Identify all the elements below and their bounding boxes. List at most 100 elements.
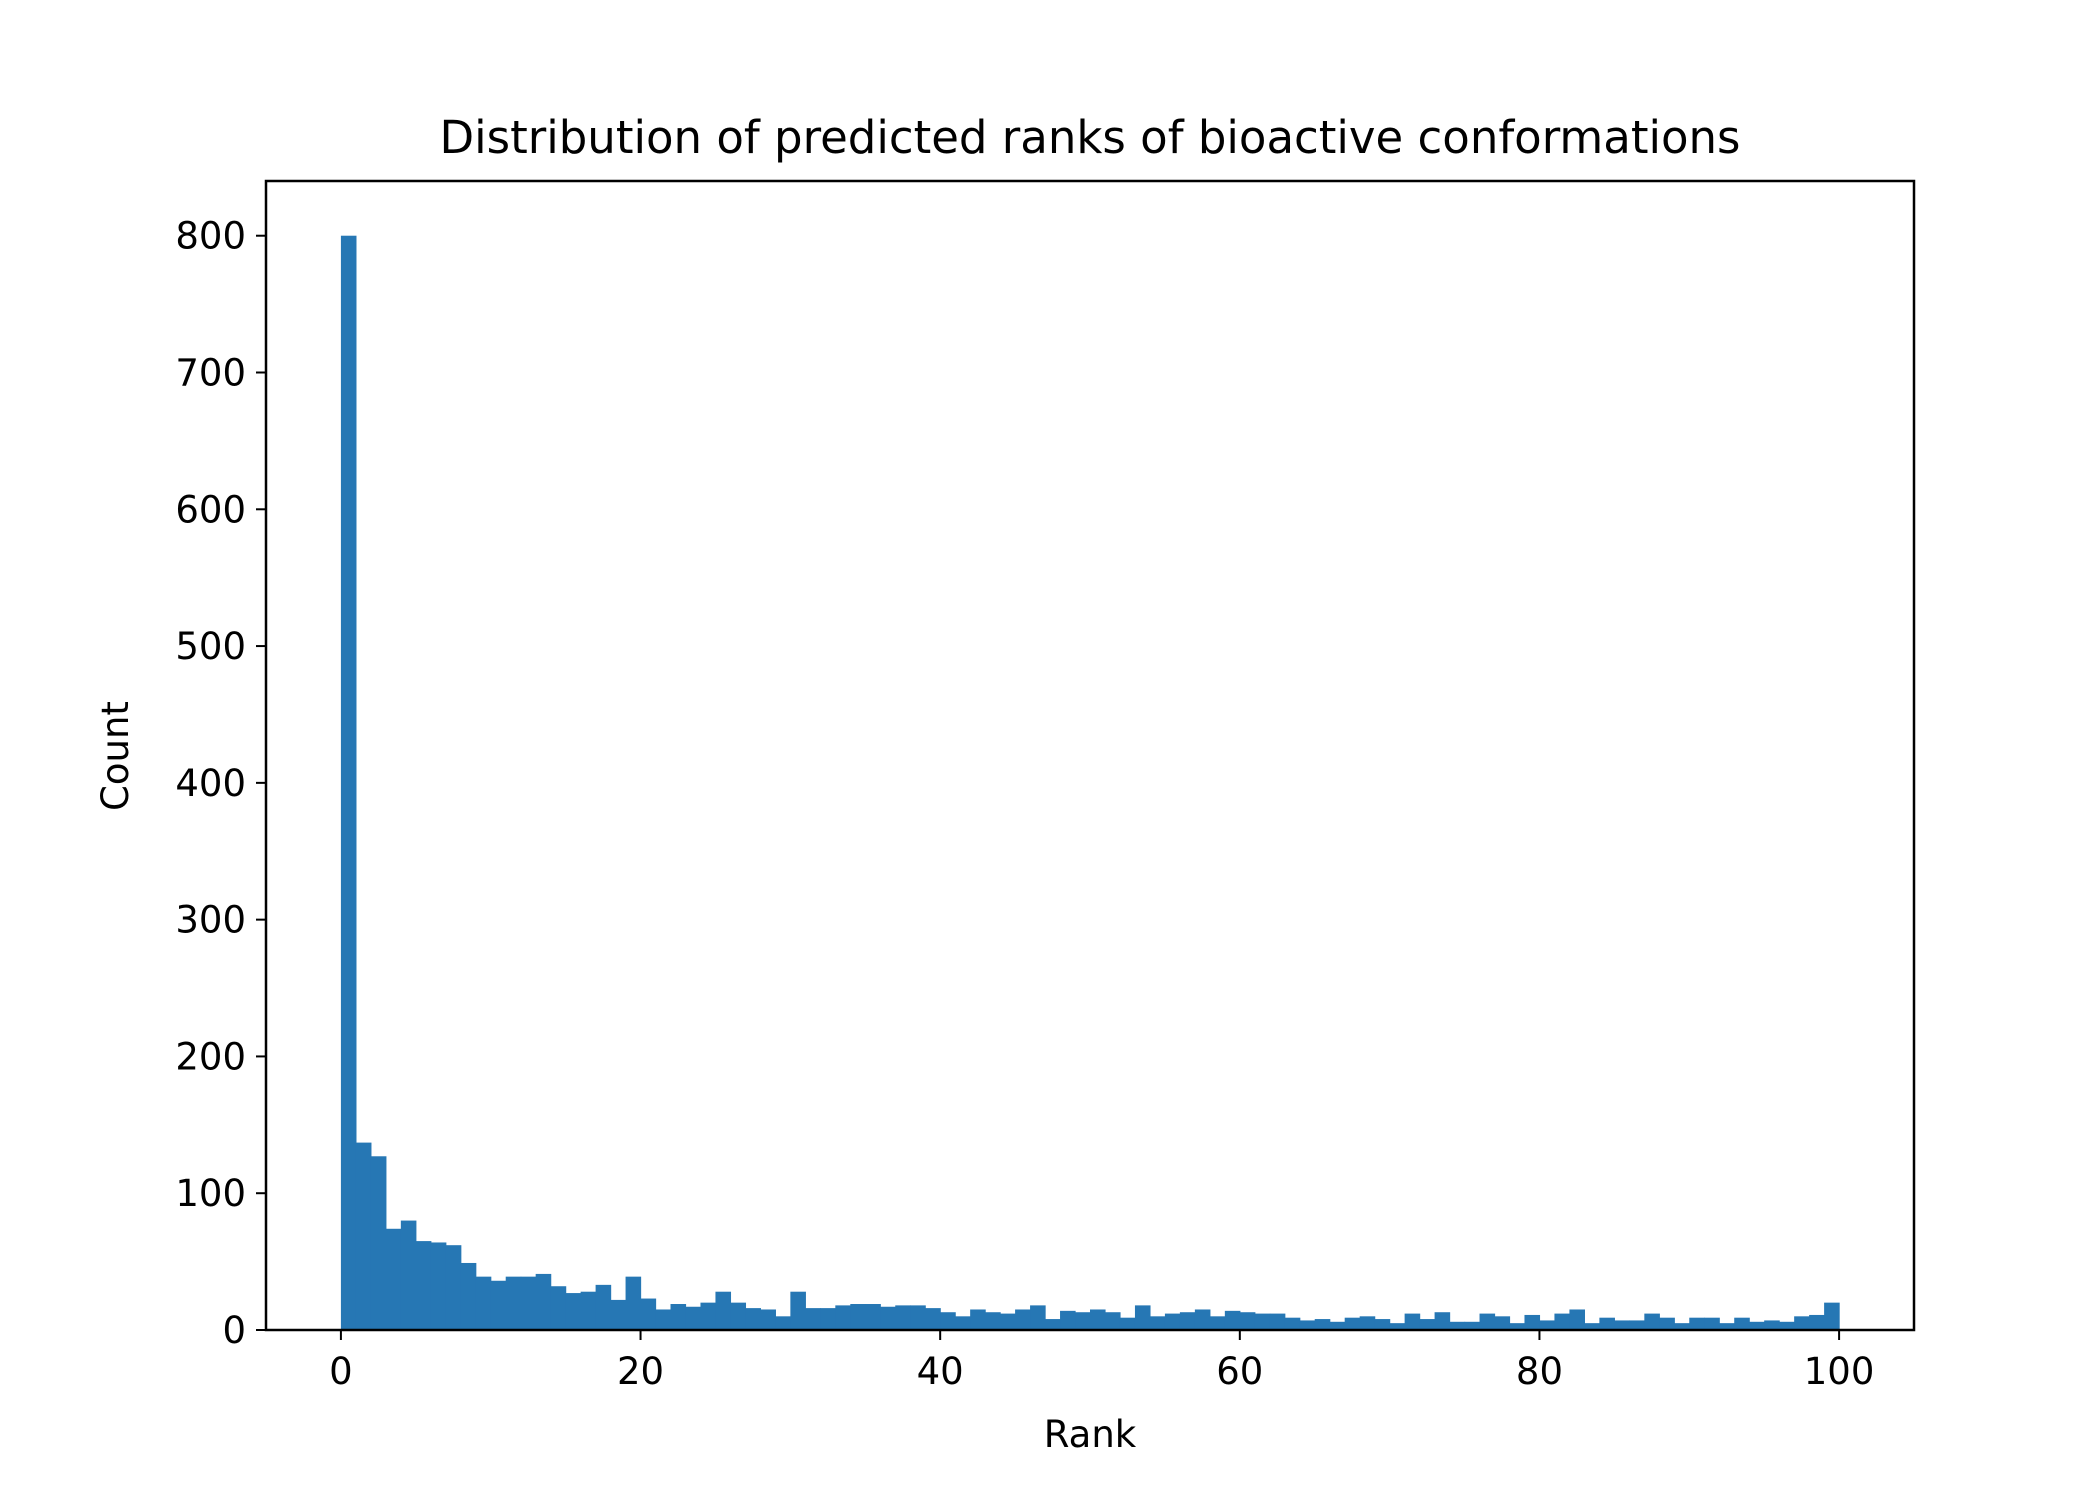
histogram-bar bbox=[715, 1291, 732, 1330]
histogram-bar bbox=[1434, 1312, 1451, 1330]
histogram-bar bbox=[340, 235, 357, 1331]
histogram-bar bbox=[445, 1245, 462, 1330]
histogram-bar bbox=[1824, 1302, 1840, 1330]
y-tick-label: 200 bbox=[175, 1035, 246, 1078]
histogram-bar bbox=[730, 1302, 747, 1330]
histogram-bar bbox=[1809, 1314, 1825, 1330]
histogram-bar bbox=[1015, 1309, 1031, 1330]
histogram-bar bbox=[535, 1273, 552, 1330]
histogram-bar bbox=[595, 1284, 612, 1330]
histogram-bar bbox=[1090, 1309, 1106, 1330]
histogram-bar bbox=[505, 1276, 522, 1330]
histogram-bar bbox=[520, 1276, 537, 1330]
histogram-bar bbox=[475, 1276, 492, 1330]
histogram-bar bbox=[1569, 1309, 1585, 1330]
histogram-bar bbox=[1329, 1321, 1346, 1330]
histogram-bar bbox=[1689, 1317, 1705, 1330]
histogram-bar bbox=[1284, 1317, 1301, 1330]
histogram-bar bbox=[370, 1156, 387, 1330]
histogram-bar bbox=[1584, 1323, 1600, 1330]
histogram-bar bbox=[655, 1309, 672, 1330]
histogram-bar bbox=[610, 1299, 627, 1330]
x-tick-label: 60 bbox=[1216, 1350, 1263, 1393]
histogram-bar bbox=[1030, 1305, 1046, 1330]
histogram-bar bbox=[1179, 1312, 1196, 1330]
histogram-bar bbox=[1539, 1320, 1556, 1330]
histogram-bar bbox=[1734, 1317, 1750, 1330]
histogram-bar bbox=[1524, 1314, 1541, 1330]
y-tick-label: 500 bbox=[175, 625, 246, 668]
histogram-bar bbox=[1749, 1321, 1765, 1330]
histogram-bar bbox=[790, 1291, 806, 1330]
histogram-bar bbox=[955, 1316, 971, 1330]
y-axis-ticks: 0 100 200 300 400 500 600 700 800 bbox=[175, 215, 266, 1352]
x-axis-label: Rank bbox=[1044, 1413, 1137, 1456]
histogram-bar bbox=[1374, 1319, 1391, 1330]
histogram-bar bbox=[1479, 1313, 1496, 1330]
histogram-bar bbox=[1779, 1321, 1795, 1330]
histogram-bar bbox=[1269, 1313, 1286, 1330]
histogram-bar bbox=[700, 1302, 717, 1330]
histogram-bar bbox=[490, 1280, 507, 1330]
histogram-bar bbox=[625, 1276, 642, 1330]
histogram-bar bbox=[1164, 1313, 1181, 1330]
histogram-bar bbox=[550, 1286, 567, 1330]
histogram-bar bbox=[1494, 1316, 1511, 1330]
histogram-bar bbox=[1075, 1312, 1091, 1330]
histogram-bar bbox=[1224, 1310, 1241, 1330]
histogram-bars bbox=[340, 235, 1840, 1331]
histogram-bar bbox=[820, 1308, 836, 1330]
histogram-bar bbox=[1239, 1312, 1256, 1330]
histogram-bar bbox=[1359, 1316, 1376, 1330]
histogram-bar bbox=[760, 1309, 776, 1330]
histogram-bar bbox=[1299, 1320, 1316, 1330]
histogram-bar bbox=[1464, 1321, 1481, 1330]
y-tick-label: 700 bbox=[175, 352, 246, 395]
histogram-bar bbox=[1000, 1313, 1016, 1330]
y-tick-label: 600 bbox=[175, 488, 246, 531]
histogram-bar bbox=[1404, 1313, 1421, 1330]
histogram-bar bbox=[1419, 1319, 1436, 1330]
histogram-bar bbox=[400, 1220, 417, 1330]
histogram-bar bbox=[970, 1309, 986, 1330]
histogram-bar bbox=[910, 1305, 926, 1330]
histogram-bar bbox=[895, 1305, 911, 1330]
y-axis-label: Count bbox=[94, 701, 137, 811]
histogram-bar bbox=[835, 1305, 851, 1330]
y-tick-label: 0 bbox=[222, 1309, 246, 1352]
histogram-bar bbox=[1674, 1323, 1690, 1330]
histogram-bar bbox=[775, 1316, 791, 1330]
histogram-bar bbox=[1314, 1319, 1331, 1330]
histogram-bar bbox=[1704, 1317, 1720, 1330]
histogram-bar bbox=[430, 1242, 447, 1330]
histogram-bar bbox=[1794, 1316, 1810, 1330]
histogram-bar bbox=[1614, 1320, 1630, 1330]
histogram-bar bbox=[1045, 1319, 1061, 1330]
histogram-bar bbox=[865, 1304, 881, 1330]
histogram-bar bbox=[580, 1291, 597, 1330]
histogram-bar bbox=[1104, 1312, 1121, 1330]
y-tick-label: 300 bbox=[175, 899, 246, 942]
histogram-bar bbox=[1209, 1316, 1226, 1330]
histogram-bar bbox=[640, 1298, 657, 1330]
histogram-bar bbox=[925, 1308, 941, 1330]
histogram-bar bbox=[1119, 1317, 1136, 1330]
histogram-bar bbox=[940, 1312, 956, 1330]
histogram-bar bbox=[460, 1262, 477, 1330]
histogram-bar bbox=[1599, 1317, 1615, 1330]
histogram-bar bbox=[1509, 1323, 1526, 1330]
histogram-bar bbox=[385, 1228, 402, 1330]
y-tick-label: 800 bbox=[175, 215, 246, 258]
histogram-bar bbox=[1629, 1320, 1645, 1330]
x-tick-label: 40 bbox=[917, 1350, 964, 1393]
histogram-bar bbox=[745, 1308, 761, 1330]
histogram-bar bbox=[850, 1304, 866, 1330]
histogram-bar bbox=[1389, 1323, 1406, 1330]
histogram-bar bbox=[1149, 1316, 1166, 1330]
histogram-bar bbox=[1194, 1309, 1211, 1330]
histogram-bar bbox=[1134, 1305, 1151, 1330]
x-tick-label: 20 bbox=[617, 1350, 664, 1393]
histogram-bar bbox=[670, 1304, 687, 1330]
